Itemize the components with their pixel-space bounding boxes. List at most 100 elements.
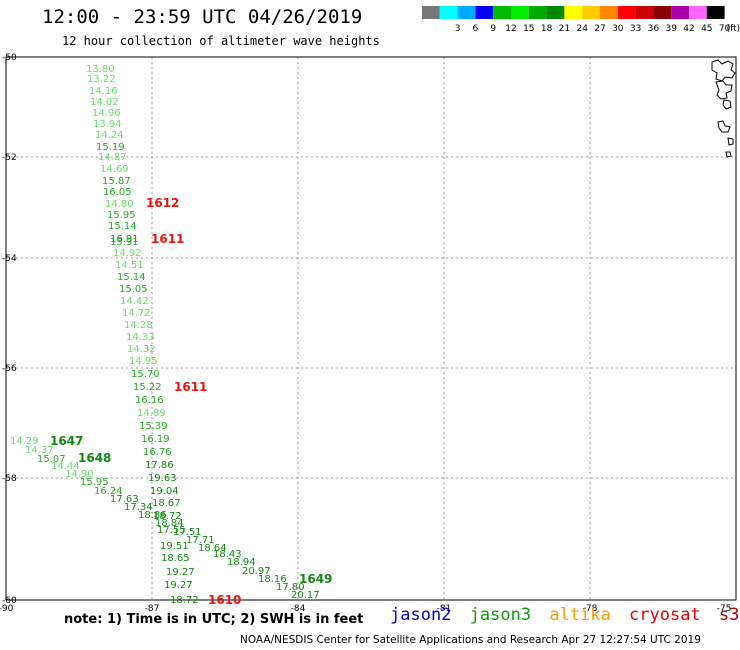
wave-height-label: 18.65	[161, 553, 190, 564]
legend-swatch	[528, 6, 547, 19]
legend-swatch	[706, 6, 725, 19]
wave-height-label: 16.16	[135, 395, 164, 406]
wave-height-label: 14.33	[126, 332, 155, 343]
satellite-jason3: jason3	[469, 605, 532, 625]
wave-height-label: 14.32	[127, 344, 156, 355]
satellite-jason2: jason2	[390, 605, 452, 625]
wave-height-label: 14.28	[124, 320, 153, 331]
legend-swatch	[511, 6, 529, 19]
wave-height-label: 14.44	[51, 461, 80, 472]
pass-time-label: 1647	[50, 434, 83, 448]
page-title: 12:00 - 23:59 UTC 04/26/2019	[42, 6, 363, 28]
wave-height-label: 14.24	[95, 130, 124, 141]
legend-label: 24	[576, 24, 588, 34]
wave-height-label: 13.94	[93, 119, 122, 130]
wave-height-label: 14.69	[100, 164, 129, 175]
longitude-tick-label: -90	[0, 604, 14, 614]
legend-swatch	[475, 6, 494, 19]
wave-height-label: 18.84	[155, 518, 184, 529]
wave-height-label: 18.16	[258, 574, 287, 585]
legend-label: 15	[523, 24, 534, 34]
legend-swatch	[671, 6, 689, 19]
latitude-tick-label: -52	[2, 153, 17, 163]
coastline	[711, 59, 736, 158]
longitude-tick-label: -78	[583, 604, 598, 614]
coastline-segment	[727, 137, 734, 146]
wave-height-label: 15.95	[107, 210, 136, 221]
coastline-segment	[715, 80, 733, 100]
wave-height-label: 14.90	[65, 469, 94, 480]
wave-height-label: 16.24	[94, 486, 123, 497]
legend-label: 12	[505, 24, 516, 34]
wave-height-label: 17.55	[157, 525, 186, 536]
wave-height-label: 18.67	[152, 498, 181, 509]
wave-height-label: 19.51	[160, 541, 189, 552]
latitude-tick-label: -54	[2, 254, 17, 264]
wave-height-label: 16.19	[141, 434, 170, 445]
coastline-segment	[711, 59, 736, 82]
wave-height-label: 16.05	[103, 187, 132, 198]
page-subtitle: 12 hour collection of altimeter wave hei…	[62, 34, 380, 48]
latitude-tick-label: -58	[2, 474, 17, 484]
wave-height-label: 15.19	[96, 142, 125, 153]
legend-swatch	[493, 6, 511, 19]
pass-time-label: 1648	[78, 451, 111, 465]
pass-time-labels: 1612 1611 1611 1647 1648 1649 1610	[50, 196, 332, 607]
wave-height-label: 14.89	[137, 408, 166, 419]
wave-height-label: 14.92	[113, 248, 142, 259]
longitude-tick-label: -75	[717, 604, 732, 614]
wave-height-label: 15.14	[117, 272, 146, 283]
pass-time-label: 1610	[208, 593, 241, 607]
wave-height-label: 17.71	[186, 535, 215, 546]
wave-height-label: 15.07	[37, 454, 66, 465]
legend-swatch	[546, 6, 565, 19]
wave-height-label: 18.72	[170, 595, 199, 606]
satellite-s3a: s3a	[718, 605, 740, 625]
legend-swatch	[422, 6, 440, 19]
wave-height-label: 15.22	[133, 382, 162, 393]
wave-height-label: 14.96	[92, 108, 121, 119]
wave-height-label: 18.94	[227, 557, 256, 568]
legend-swatch	[689, 6, 707, 19]
wave-height-label: 18.43	[213, 549, 242, 560]
legend-label: 45	[701, 24, 712, 34]
map-frame	[5, 56, 737, 601]
wave-height-label: 19.27	[164, 580, 193, 591]
wave-height-label: 15.70	[131, 369, 160, 380]
wave-height-label: 14.16	[89, 86, 118, 97]
wave-height-label: 14.02	[90, 97, 119, 108]
satellite-altika: altika	[549, 605, 611, 625]
wave-height-label: 13.22	[87, 74, 116, 85]
wave-height-label: 15.87	[102, 176, 131, 187]
legend-label: 9	[490, 24, 496, 34]
legend-swatch	[457, 6, 476, 19]
wave-height-label: 14.72	[122, 308, 151, 319]
legend-label: 30	[612, 24, 624, 34]
latitude-tick-label: -60	[2, 596, 17, 606]
satellite-legend: jason2 jason3 altika cryosat s3a	[390, 605, 740, 625]
pass-time-label: 1612	[146, 196, 179, 210]
wave-height-label: 14.37	[25, 445, 54, 456]
legend-label: 36	[648, 24, 660, 34]
wave-height-label: 18.72	[153, 511, 182, 522]
longitude-tick-label: -81	[437, 604, 452, 614]
wave-height-label: 13.80	[86, 64, 115, 75]
legend-swatch	[635, 6, 654, 19]
wave-height-labels: 13.8013.2214.1614.0214.9613.9414.2415.19…	[10, 64, 320, 606]
wave-height-label: 16.76	[143, 447, 172, 458]
color-legend: 3 6 9 12 15 18 21 24 27 30 33 36 39 42 45 70(ft)	[422, 6, 740, 34]
legend-swatch	[653, 6, 672, 19]
legend-swatch	[564, 6, 583, 19]
legend-label: 3	[455, 24, 461, 34]
wave-height-label: 14.95	[129, 356, 158, 367]
legend-label: 6	[473, 24, 479, 34]
wave-height-label: 14.80	[105, 199, 134, 210]
wave-height-label: 20.17	[291, 590, 320, 601]
wave-height-label: 19.04	[150, 486, 179, 497]
legend-label: 70	[719, 24, 731, 34]
pass-time-label: 1611	[151, 232, 184, 246]
wave-height-label: 17.63	[110, 494, 139, 505]
pass-time-label: 1611	[174, 380, 207, 394]
coastline-segment	[725, 151, 732, 158]
